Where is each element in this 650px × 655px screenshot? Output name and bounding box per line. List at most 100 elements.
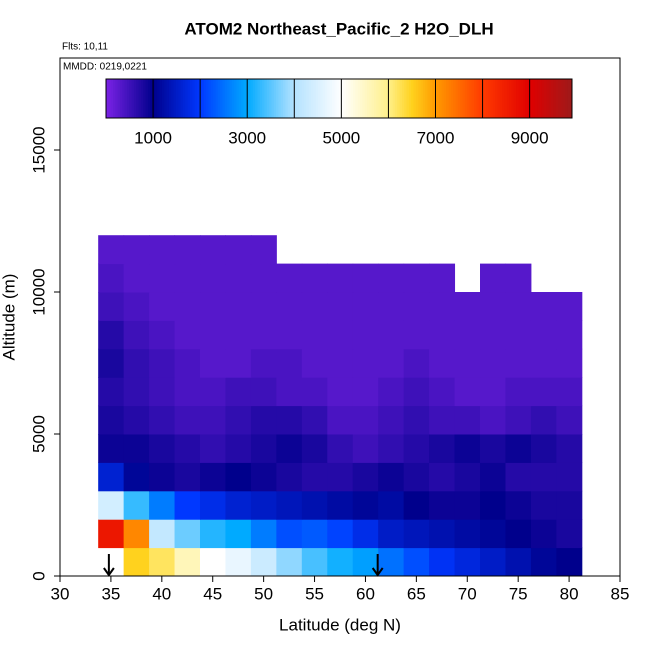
heatmap-cell [98,377,125,407]
heatmap-cell [200,462,226,492]
colorbar-swatch [499,79,503,118]
heatmap-cell [200,405,226,435]
colorbar-swatch [140,79,144,118]
colorbar-swatch [506,79,510,118]
colorbar-swatch [129,79,133,118]
heatmap-cell [352,348,379,378]
colorbar-swatch [387,79,391,118]
colorbar-swatch [432,79,436,118]
colorbar-swatch [569,79,573,118]
heatmap-cell [403,348,430,378]
colorbar-swatch [397,79,401,118]
heatmap-cell [530,348,557,378]
colorbar-swatch [462,79,466,118]
heatmap-cell [454,405,481,435]
colorbar-swatch [413,79,417,118]
heatmap-cell [225,490,252,520]
heatmap-cell [429,292,456,321]
heatmap-cell [556,547,583,576]
heatmap-cell [403,490,430,520]
chart-title: ATOM2 Northeast_Pacific_2 H2O_DLH [184,19,493,38]
heatmap-cell [200,263,226,293]
heatmap-cell [200,320,226,350]
heatmap-cell [149,348,176,378]
x-tick-label: 85 [611,584,630,603]
colorbar-swatch [273,79,277,118]
heatmap-cell [352,462,379,492]
colorbar-tick-label: 7000 [417,128,455,147]
heatmap-cell [301,462,328,492]
x-tick-label: 30 [51,584,70,603]
colorbar-swatch [548,79,552,118]
colorbar-swatch [168,79,172,118]
colorbar-swatch [336,79,340,118]
colorbar-swatch [266,79,270,118]
colorbar-swatch [546,79,550,118]
colorbar-swatch [511,79,515,118]
heatmap [98,235,583,576]
heatmap-cell [123,547,150,576]
colorbar-swatch [136,79,140,118]
colorbar-swatch [497,79,501,118]
heatmap-cell [454,377,481,407]
heatmap-cell [454,348,481,378]
colorbar-swatch [315,79,319,118]
heatmap-cell [378,320,405,350]
colorbar-swatch [306,79,310,118]
colorbar-swatch [152,79,156,118]
heatmap-cell [301,519,328,549]
heatmap-cell [556,377,583,407]
colorbar-swatch [138,79,142,118]
heatmap-cell [174,263,201,293]
heatmap-cell [276,462,303,492]
heatmap-cell [556,519,583,549]
colorbar-swatch [455,79,459,118]
heatmap-cell [200,490,226,520]
colorbar-swatch [264,79,268,118]
heatmap-cell [149,292,176,321]
heatmap-cell [250,519,277,549]
colorbar-swatch [145,79,149,118]
heatmap-cell [352,490,379,520]
colorbar-swatch [399,79,403,118]
heatmap-cell [352,405,379,435]
colorbar-swatch [157,79,161,118]
heatmap-cell [225,434,252,463]
colorbar-swatch [478,79,482,118]
heatmap-cell [352,519,379,549]
heatmap-cell [505,292,532,321]
heatmap-cell [327,462,354,492]
colorbar-swatch [243,79,247,118]
heatmap-cell [250,547,277,576]
heatmap-cell [225,320,252,350]
colorbar-swatch [241,79,244,118]
heatmap-cell [149,320,176,350]
colorbar-swatch [450,79,454,118]
colorbar-swatch [327,79,331,118]
colorbar-swatch [311,79,314,118]
heatmap-cell [98,462,125,492]
colorbar-swatch [173,79,177,118]
colorbar-swatch [283,79,286,118]
colorbar-swatch [278,79,282,118]
colorbar-swatch [474,79,477,118]
heatmap-cell [276,292,303,321]
heatmap-cell [98,263,125,293]
colorbar-swatch [154,79,158,118]
heatmap-cell [276,490,303,520]
heatmap-cell [174,547,201,576]
colorbar-swatch [203,79,207,118]
colorbar-swatch [453,79,456,118]
colorbar-swatch [187,79,191,118]
colorbar-swatch [532,79,536,118]
heatmap-cell [454,462,481,492]
heatmap-cell [403,462,430,492]
colorbar-tick-label: 5000 [322,128,360,147]
colorbar-swatch [280,79,284,118]
colorbar-swatch [488,79,491,118]
colorbar-swatch [299,79,303,118]
colorbar-swatch [271,79,275,118]
heatmap-cell [250,292,277,321]
heatmap-cell [480,547,506,576]
heatmap-cell [327,547,354,576]
